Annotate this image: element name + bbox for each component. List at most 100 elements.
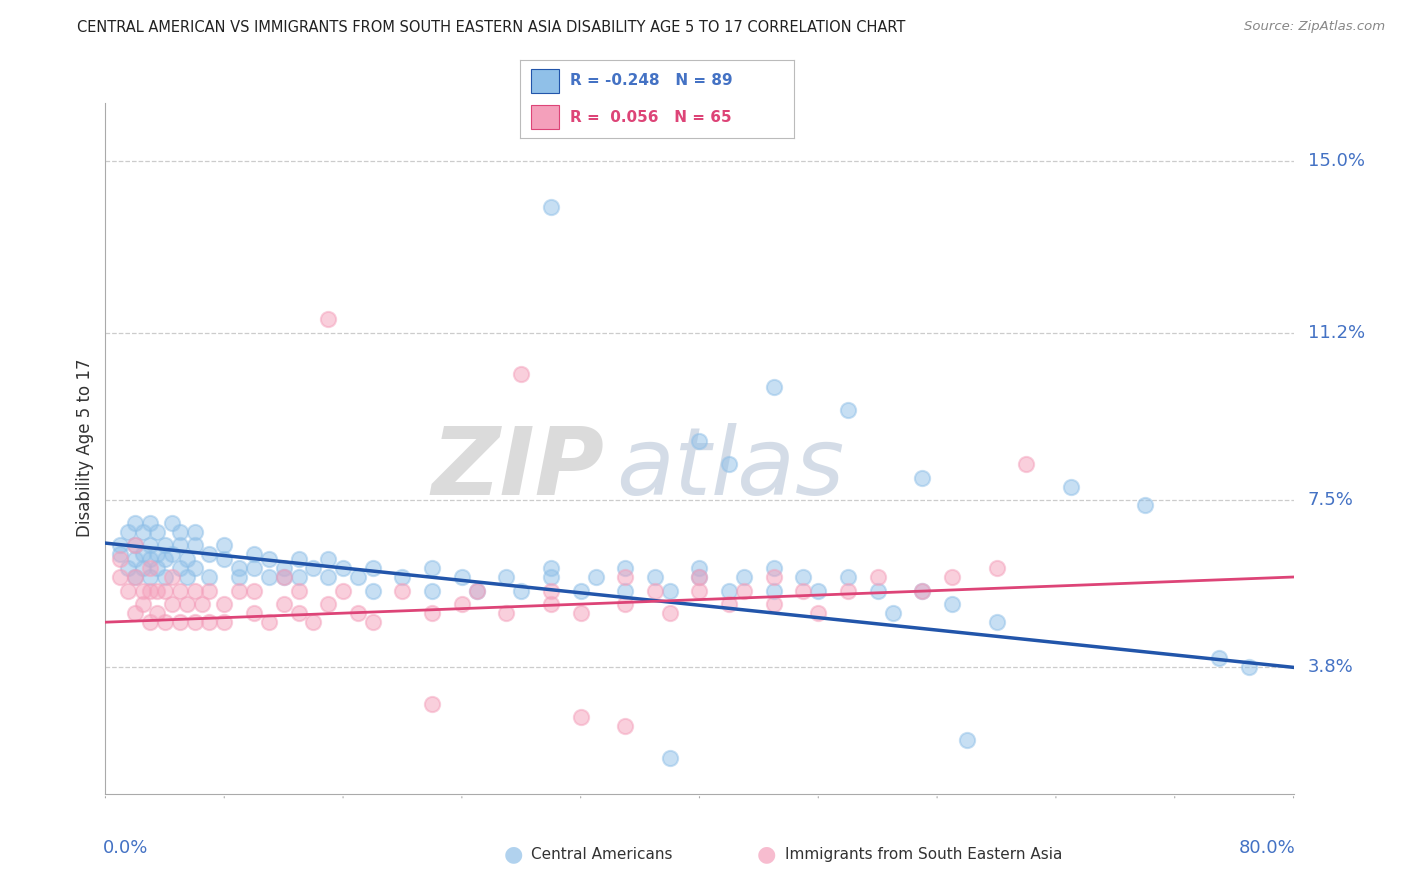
Point [124,606,146,620]
Point [658,606,681,620]
Point [986,615,1008,630]
Point [510,367,533,381]
Point [287,552,309,566]
Point [124,516,146,530]
Point [162,548,184,562]
Point [257,570,280,584]
Text: CENTRAL AMERICAN VS IMMIGRANTS FROM SOUTH EASTERN ASIA DISABILITY AGE 5 TO 17 CO: CENTRAL AMERICAN VS IMMIGRANTS FROM SOUT… [77,20,905,35]
Point [243,583,266,598]
Point [124,570,146,584]
Point [658,750,681,764]
Point [243,561,266,575]
Point [183,583,205,598]
Point [316,570,339,584]
Point [450,570,472,584]
Point [131,548,153,562]
Point [420,583,443,598]
Point [882,606,904,620]
Point [1237,660,1260,674]
Point [614,561,637,575]
Point [153,538,176,552]
Point [146,561,169,575]
Point [273,570,295,584]
Text: 7.5%: 7.5% [1308,491,1354,509]
Point [792,583,814,598]
Point [257,615,280,630]
Point [792,570,814,584]
Point [733,570,755,584]
Point [837,570,859,584]
Point [228,583,250,598]
Point [540,561,562,575]
Point [153,570,176,584]
Point [911,583,934,598]
Point [837,402,859,417]
Point [117,524,139,539]
Point [614,570,637,584]
Point [762,597,785,611]
Point [131,597,153,611]
Point [139,615,162,630]
Point [941,597,963,611]
Point [273,561,295,575]
Point [316,597,339,611]
Point [644,570,666,584]
Point [510,583,533,598]
Point [837,583,859,598]
Text: atlas: atlas [616,424,845,515]
Point [139,516,162,530]
Point [956,732,979,747]
Point [689,561,711,575]
Point [183,538,205,552]
Point [420,606,443,620]
Point [153,583,176,598]
Point [1015,457,1038,471]
Point [689,570,711,584]
Point [273,570,295,584]
Point [540,583,562,598]
Text: Central Americans: Central Americans [531,847,673,862]
Point [361,615,384,630]
Point [807,583,830,598]
Point [176,570,198,584]
Point [131,561,153,575]
Text: 11.2%: 11.2% [1308,324,1365,342]
Point [191,597,214,611]
Point [287,570,309,584]
Point [139,583,162,598]
Point [689,570,711,584]
Point [361,561,384,575]
Point [124,570,146,584]
Point [146,606,169,620]
Point [569,606,592,620]
Point [176,552,198,566]
Point [332,561,354,575]
Point [644,583,666,598]
Text: R =  0.056   N = 65: R = 0.056 N = 65 [569,110,731,125]
Point [302,615,325,630]
Point [316,552,339,566]
Text: ●: ● [756,845,776,864]
Point [585,570,607,584]
Point [450,597,472,611]
Point [420,561,443,575]
Point [495,606,517,620]
Point [614,583,637,598]
Point [169,524,191,539]
Point [287,606,309,620]
Point [361,583,384,598]
Point [911,470,934,484]
Point [169,538,191,552]
Point [614,719,637,733]
Point [762,561,785,575]
Point [733,583,755,598]
Point [162,570,184,584]
Point [420,697,443,711]
Point [110,552,132,566]
Point [243,548,266,562]
Point [762,583,785,598]
Point [198,615,221,630]
Point [198,570,221,584]
Point [214,597,236,611]
Y-axis label: Disability Age 5 to 17: Disability Age 5 to 17 [76,359,94,538]
